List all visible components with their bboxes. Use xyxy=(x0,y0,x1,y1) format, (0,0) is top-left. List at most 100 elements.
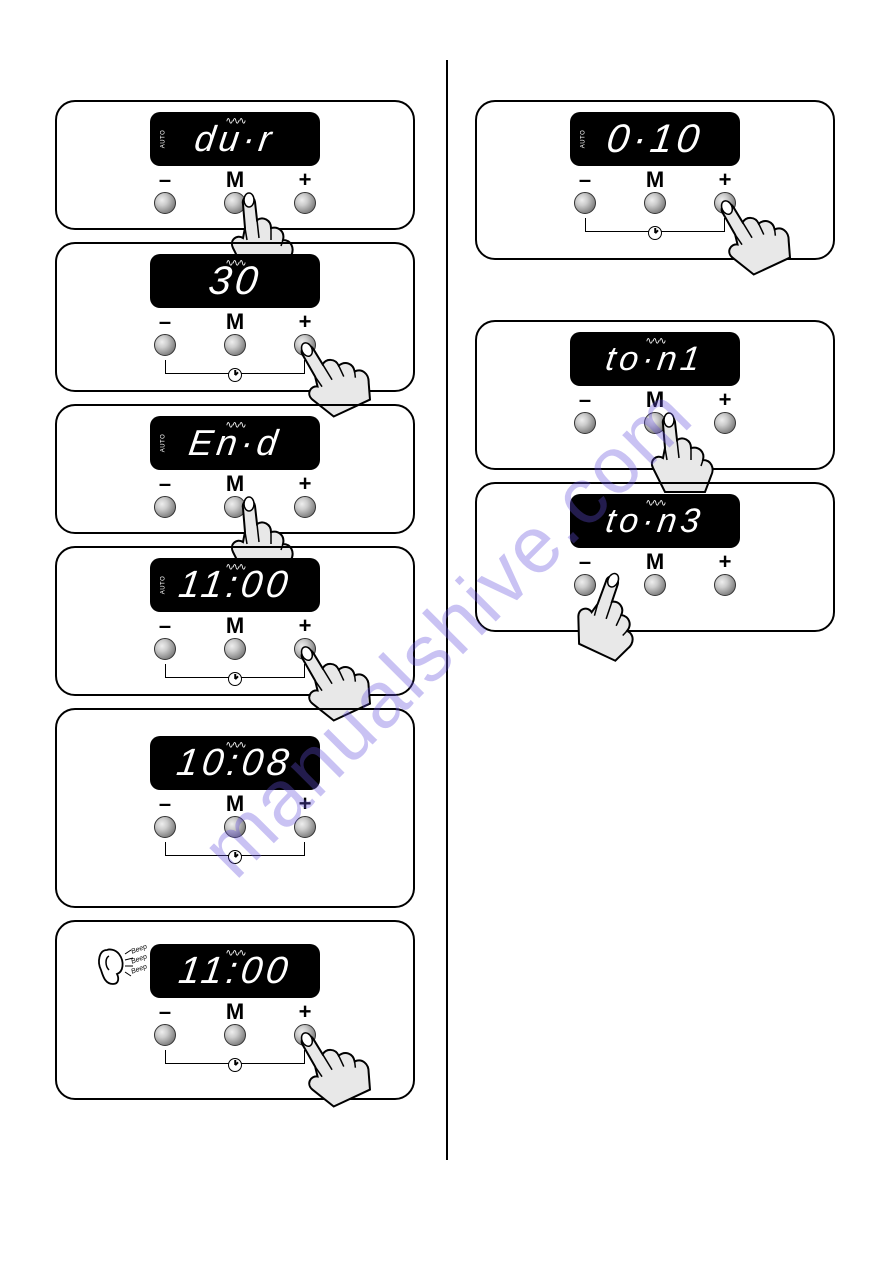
mode-button[interactable]: M xyxy=(215,474,255,518)
lcd-display: 11:00∿∿∿ xyxy=(150,944,320,998)
lcd-display: 30∿∿∿ xyxy=(150,254,320,308)
plus-button[interactable]: + xyxy=(705,170,745,214)
button-dot xyxy=(294,638,316,660)
mode-button[interactable]: M xyxy=(635,552,675,596)
plus-button[interactable]: + xyxy=(285,794,325,838)
left-panel-5: 11:00∿∿∿ BeepBeepBeep – M + xyxy=(55,920,415,1100)
button-symbol: + xyxy=(299,794,312,816)
button-symbol: M xyxy=(646,552,664,574)
mode-button[interactable]: M xyxy=(215,170,255,214)
button-symbol: + xyxy=(719,170,732,192)
lcd-display: 11:00AUTO∿∿∿ xyxy=(150,558,320,612)
mode-button[interactable]: M xyxy=(215,312,255,356)
button-dot xyxy=(154,334,176,356)
minus-button[interactable]: – xyxy=(565,170,605,214)
button-symbol: M xyxy=(646,170,664,192)
button-symbol: – xyxy=(579,170,591,192)
auto-indicator: AUTO xyxy=(160,576,166,595)
mode-button[interactable]: M xyxy=(635,390,675,434)
control-row: – M + xyxy=(145,474,325,518)
left-column: du·rAUTO∿∿∿–M+ 30∿∿∿–M+ En·dAUTO∿∿∿–M+ 1… xyxy=(55,100,415,1112)
clock-icon xyxy=(648,226,662,240)
clock-icon xyxy=(228,1058,242,1072)
lcd-display: 10:08∿∿∿ xyxy=(150,736,320,790)
left-panel-1: 30∿∿∿– M + xyxy=(55,242,415,392)
button-symbol: M xyxy=(226,1002,244,1024)
button-dot xyxy=(294,816,316,838)
button-dot xyxy=(644,412,666,434)
minus-button[interactable]: – xyxy=(145,312,185,356)
button-dot xyxy=(644,574,666,596)
button-dot xyxy=(224,816,246,838)
plus-button[interactable]: + xyxy=(285,312,325,356)
button-symbol: M xyxy=(226,794,244,816)
control-row: – M + xyxy=(145,1002,325,1046)
button-dot xyxy=(294,192,316,214)
minus-button[interactable]: – xyxy=(145,794,185,838)
minus-button[interactable]: – xyxy=(565,390,605,434)
lcd-display: 0·10 AUTO xyxy=(570,112,740,166)
button-symbol: + xyxy=(719,552,732,574)
button-dot xyxy=(294,1024,316,1046)
heat-indicator-icon: ∿∿∿ xyxy=(225,258,244,269)
mode-button[interactable]: M xyxy=(215,616,255,660)
button-symbol: – xyxy=(159,1002,171,1024)
clock-icon xyxy=(228,368,242,382)
button-dot xyxy=(714,412,736,434)
lcd-text: 0·10 xyxy=(604,117,706,162)
button-symbol: M xyxy=(226,170,244,192)
auto-indicator: AUTO xyxy=(580,130,586,149)
button-dot xyxy=(644,192,666,214)
right-panel-2: to·n3∿∿∿– M + xyxy=(475,482,835,632)
plus-button[interactable]: + xyxy=(285,616,325,660)
button-symbol: + xyxy=(299,170,312,192)
mode-button[interactable]: M xyxy=(215,794,255,838)
button-dot xyxy=(154,192,176,214)
plus-button[interactable]: + xyxy=(705,552,745,596)
minus-button[interactable]: – xyxy=(565,552,605,596)
mode-button[interactable]: M xyxy=(635,170,675,214)
right-panel-1: to·n1∿∿∿–M+ xyxy=(475,320,835,470)
button-symbol: + xyxy=(299,312,312,334)
plus-button[interactable]: + xyxy=(285,170,325,214)
minus-button[interactable]: – xyxy=(145,1002,185,1046)
plus-button[interactable]: + xyxy=(285,1002,325,1046)
button-symbol: + xyxy=(299,1002,312,1024)
button-symbol: – xyxy=(159,616,171,638)
button-symbol: M xyxy=(226,312,244,334)
button-dot xyxy=(224,496,246,518)
control-row: – M + xyxy=(145,794,325,838)
mode-button[interactable]: M xyxy=(215,1002,255,1046)
button-dot xyxy=(294,496,316,518)
button-dot xyxy=(574,412,596,434)
minus-button[interactable]: – xyxy=(145,474,185,518)
button-dot xyxy=(574,192,596,214)
button-dot xyxy=(714,574,736,596)
plus-button[interactable]: + xyxy=(705,390,745,434)
button-symbol: – xyxy=(159,170,171,192)
clock-icon xyxy=(228,850,242,864)
button-dot xyxy=(154,638,176,660)
left-panel-3: 11:00AUTO∿∿∿–M+ xyxy=(55,546,415,696)
minus-button[interactable]: – xyxy=(145,170,185,214)
minus-button[interactable]: – xyxy=(145,616,185,660)
control-row: – M + xyxy=(145,616,325,660)
lcd-display: to·n3∿∿∿ xyxy=(570,494,740,548)
left-panel-2: En·dAUTO∿∿∿– M + xyxy=(55,404,415,534)
plus-button[interactable]: + xyxy=(285,474,325,518)
button-dot xyxy=(294,334,316,356)
button-dot xyxy=(574,574,596,596)
heat-indicator-icon: ∿∿∿ xyxy=(225,740,244,751)
ear-icon: BeepBeepBeep xyxy=(95,944,135,993)
button-symbol: + xyxy=(299,474,312,496)
lcd-display: En·dAUTO∿∿∿ xyxy=(150,416,320,470)
column-divider xyxy=(446,60,448,1160)
lcd-display: du·rAUTO∿∿∿ xyxy=(150,112,320,166)
button-dot xyxy=(154,1024,176,1046)
right-panel-0: 0·10 AUTO – M + xyxy=(475,100,835,260)
button-symbol: M xyxy=(646,390,664,412)
button-dot xyxy=(224,1024,246,1046)
heat-indicator-icon: ∿∿∿ xyxy=(225,562,244,573)
button-symbol: M xyxy=(226,474,244,496)
button-dot xyxy=(224,192,246,214)
